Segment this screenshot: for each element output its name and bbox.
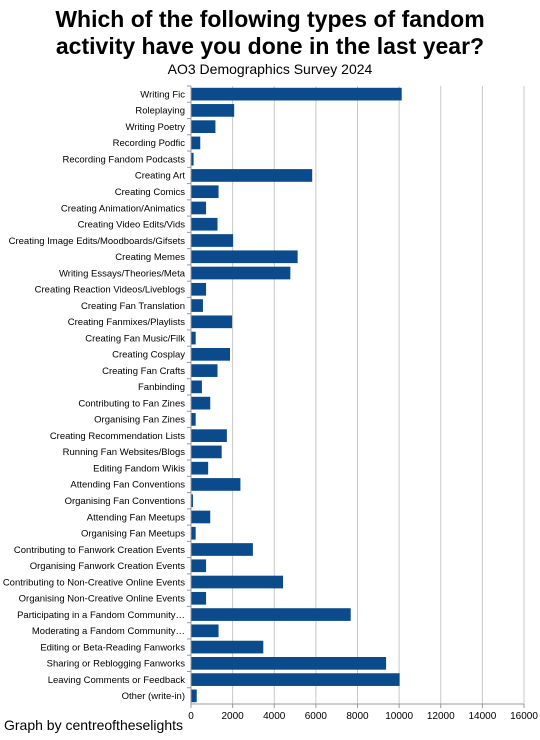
bar — [191, 152, 194, 166]
category-label: Attending Fan Meetups — [87, 512, 185, 523]
category-label: Creating Fan Translation — [81, 301, 185, 312]
category-label: Organising Non-Creative Online Events — [19, 594, 186, 605]
category-label: Participating in a Fandom Community… — [17, 610, 185, 621]
bar — [191, 543, 253, 556]
bar — [191, 87, 402, 101]
gridlines — [232, 86, 525, 704]
category-label: Creating Fan Music/Filk — [85, 333, 185, 344]
category-label: Creating Image Edits/Moodboards/Gifsets — [9, 236, 186, 247]
category-label: Recording Podfic — [113, 138, 186, 149]
bar — [191, 559, 207, 573]
category-label: Organising Fanwork Creation Events — [30, 561, 185, 572]
bar — [191, 266, 291, 280]
bar — [191, 478, 241, 491]
bar — [191, 347, 231, 361]
bar — [191, 461, 209, 475]
category-label: Creating Comics — [115, 187, 185, 198]
bar — [191, 169, 313, 182]
category-label: Creating Video Edits/Vids — [78, 220, 186, 231]
category-label: Contributing to Fanwork Creation Events — [14, 545, 185, 556]
bar — [191, 413, 196, 426]
category-label: Creating Cosplay — [112, 350, 185, 361]
category-label: Fanbinding — [138, 382, 185, 393]
category-label: Running Fan Websites/Blogs — [63, 447, 186, 458]
category-label: Editing or Beta-Reading Fanworks — [40, 642, 185, 653]
category-label: Writing Essays/Theories/Meta — [59, 268, 186, 279]
category-label: Creating Reaction Videos/Liveblogs — [35, 285, 186, 296]
category-label: Contributing to Non-Creative Online Even… — [3, 577, 185, 588]
bar — [191, 185, 219, 199]
bar — [191, 201, 207, 215]
category-label: Organising Fan Zines — [94, 415, 185, 426]
category-label: Moderating a Fandom Community… — [32, 626, 185, 637]
bar — [191, 217, 218, 231]
bar — [191, 282, 207, 296]
axes — [187, 85, 525, 708]
x-tick-labels: 0 2000 4000 6000 8000 10000 12000 14000 16000 — [188, 711, 538, 722]
bar — [191, 396, 211, 410]
x-tick-label: 12000 — [427, 711, 455, 722]
bar — [191, 234, 234, 247]
category-label: Attending Fan Conventions — [70, 480, 185, 491]
x-tick-label: 0 — [188, 711, 194, 722]
bar — [191, 315, 233, 329]
bar — [191, 575, 284, 589]
category-label: Contributing to Fan Zines — [78, 398, 185, 409]
category-label: Sharing or Reblogging Fanworks — [47, 659, 186, 670]
category-label: Creating Animation/Animatics — [61, 203, 185, 214]
x-tick-label: 16000 — [510, 711, 538, 722]
category-label: Editing Fandom Wikis — [93, 463, 185, 474]
bar — [191, 526, 196, 540]
category-label: Creating Memes — [115, 252, 185, 263]
category-label: Writing Poetry — [126, 122, 186, 133]
chart-title-line-1: Which of the following types of fandom — [55, 6, 485, 32]
bar — [191, 120, 216, 134]
bar — [191, 510, 211, 524]
category-label: Organising Fan Conventions — [65, 496, 186, 507]
bar — [191, 250, 298, 264]
category-label: Creating Recommendation Lists — [50, 431, 185, 442]
category-labels: Writing Fic Roleplaying Writing Poetry Reco… — [3, 89, 186, 702]
bar — [191, 429, 227, 443]
x-tick-label: 4000 — [263, 711, 286, 722]
category-label: Creating Art — [135, 171, 186, 182]
category-label: Other (write-in) — [122, 691, 185, 702]
graph-credit: Graph by centreoftheselights — [4, 717, 183, 733]
bar — [191, 689, 197, 703]
chart-subtitle: AO3 Demographics Survey 2024 — [167, 61, 373, 77]
category-label: Organising Fan Meetups — [81, 529, 185, 540]
x-tick-label: 14000 — [468, 711, 496, 722]
bar — [191, 364, 218, 377]
bar — [191, 608, 351, 621]
category-label: Creating Fanmixes/Playlists — [68, 317, 185, 328]
bar — [191, 591, 207, 605]
x-tick-label: 10000 — [385, 711, 413, 722]
x-tick-label: 2000 — [222, 711, 245, 722]
bars — [191, 87, 402, 703]
bar — [191, 640, 264, 654]
bar — [191, 331, 196, 345]
bar — [191, 494, 193, 508]
bar — [191, 656, 387, 670]
chart-title: Which of the following types of fandom ac… — [0, 6, 540, 60]
bar — [191, 380, 202, 394]
category-label: Recording Fandom Podcasts — [62, 154, 185, 165]
x-tick-label: 6000 — [305, 711, 328, 722]
bar — [191, 104, 235, 117]
chart-title-line-2: activity have you done in the last year? — [55, 33, 485, 59]
category-label: Leaving Comments or Feedback — [48, 675, 186, 686]
x-tick-label: 8000 — [346, 711, 369, 722]
bar — [191, 445, 222, 459]
bar — [191, 624, 219, 638]
category-label: Roleplaying — [135, 106, 185, 117]
category-label: Creating Fan Crafts — [102, 366, 185, 377]
bar — [191, 136, 201, 150]
bar — [191, 299, 203, 312]
category-label: Writing Fic — [140, 89, 185, 100]
bar — [191, 673, 400, 686]
